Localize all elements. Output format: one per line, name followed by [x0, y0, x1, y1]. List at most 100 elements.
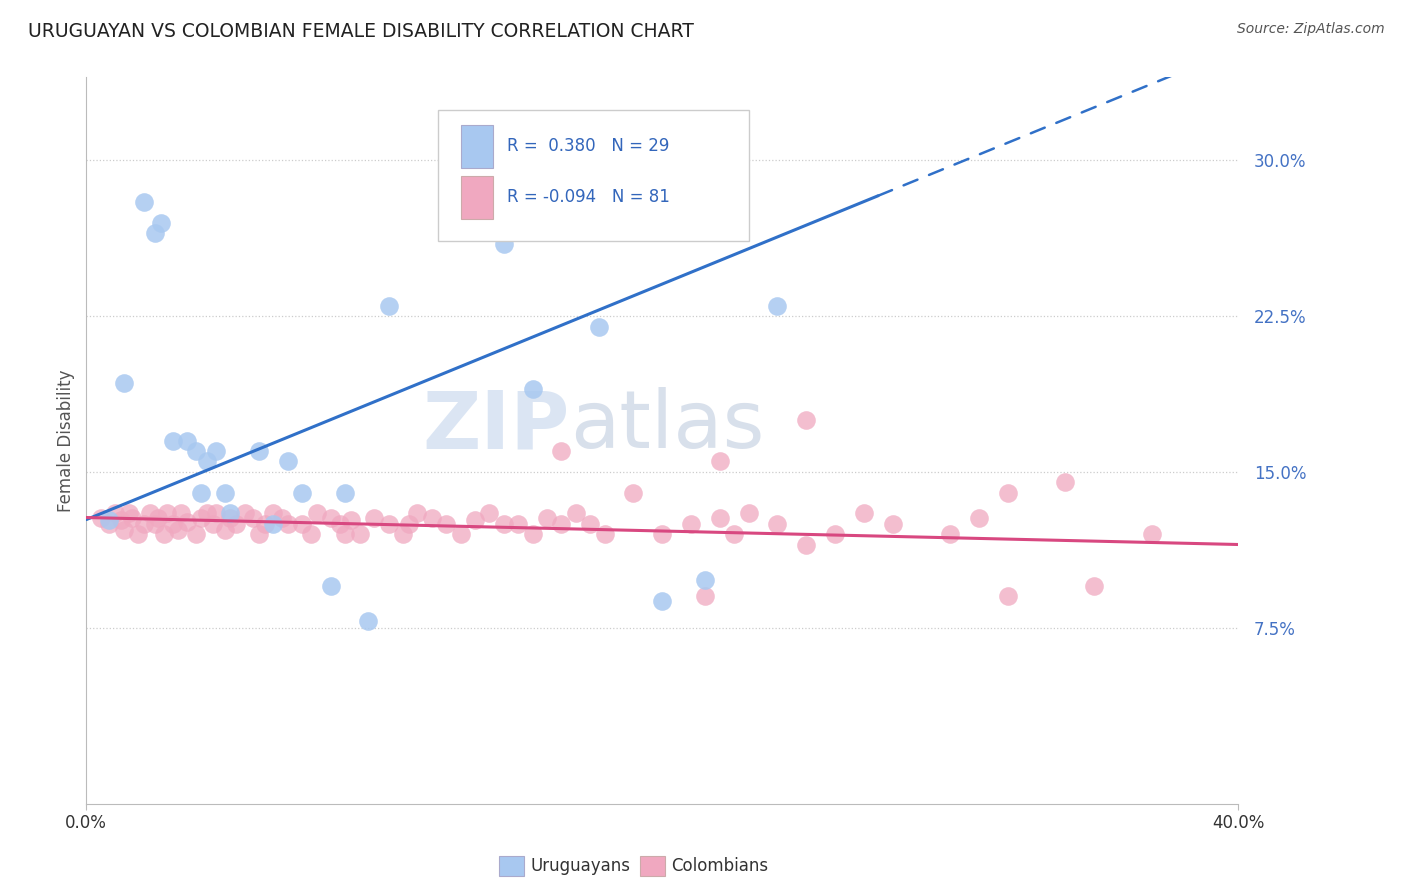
- Point: [219, 510, 242, 524]
- Point: [723, 527, 745, 541]
- Point: [253, 516, 276, 531]
- Point: [406, 507, 429, 521]
- Point: [329, 516, 352, 531]
- Text: URUGUAYAN VS COLOMBIAN FEMALE DISABILITY CORRELATION CHART: URUGUAYAN VS COLOMBIAN FEMALE DISABILITY…: [28, 22, 695, 41]
- Point: [349, 527, 371, 541]
- Point: [205, 444, 228, 458]
- Text: R = -0.094   N = 81: R = -0.094 N = 81: [506, 188, 669, 206]
- Point: [492, 516, 515, 531]
- Point: [522, 382, 544, 396]
- Point: [621, 485, 644, 500]
- Point: [695, 590, 717, 604]
- Point: [262, 507, 284, 521]
- Point: [651, 527, 673, 541]
- Point: [392, 527, 415, 541]
- Point: [377, 299, 399, 313]
- Point: [709, 510, 731, 524]
- Point: [508, 516, 530, 531]
- Text: R =  0.380   N = 29: R = 0.380 N = 29: [506, 137, 669, 155]
- Point: [291, 485, 314, 500]
- Point: [1140, 527, 1163, 541]
- Y-axis label: Female Disability: Female Disability: [58, 369, 75, 512]
- Point: [450, 527, 472, 541]
- Point: [162, 434, 184, 448]
- Point: [363, 510, 385, 524]
- Point: [588, 319, 610, 334]
- Point: [201, 516, 224, 531]
- Point: [138, 507, 160, 521]
- Point: [112, 376, 135, 390]
- Point: [997, 590, 1019, 604]
- Text: ZIP: ZIP: [423, 387, 569, 466]
- Point: [121, 510, 143, 524]
- Text: Source: ZipAtlas.com: Source: ZipAtlas.com: [1237, 22, 1385, 37]
- Point: [90, 510, 112, 524]
- Bar: [461, 125, 494, 169]
- Point: [184, 444, 207, 458]
- Point: [132, 194, 155, 209]
- Point: [132, 516, 155, 531]
- Point: [118, 507, 141, 521]
- Point: [593, 527, 616, 541]
- Text: atlas: atlas: [569, 387, 765, 466]
- Point: [150, 216, 173, 230]
- Point: [536, 510, 558, 524]
- Point: [335, 485, 357, 500]
- Point: [340, 513, 363, 527]
- Point: [127, 527, 149, 541]
- Point: [104, 507, 127, 521]
- Point: [824, 527, 846, 541]
- Point: [737, 507, 759, 521]
- Point: [398, 516, 420, 531]
- Point: [550, 516, 572, 531]
- Point: [145, 516, 167, 531]
- Point: [939, 527, 962, 541]
- Point: [219, 507, 242, 521]
- Point: [176, 434, 198, 448]
- Text: Uruguayans: Uruguayans: [530, 857, 630, 875]
- Point: [319, 579, 342, 593]
- Point: [695, 573, 717, 587]
- Point: [162, 516, 184, 531]
- Point: [522, 527, 544, 541]
- Point: [205, 507, 228, 521]
- Point: [478, 194, 501, 209]
- Point: [852, 507, 875, 521]
- Point: [148, 510, 170, 524]
- Point: [195, 507, 218, 521]
- Point: [190, 510, 212, 524]
- Point: [434, 516, 457, 531]
- Text: Colombians: Colombians: [671, 857, 768, 875]
- Point: [492, 236, 515, 251]
- Point: [794, 537, 817, 551]
- Point: [277, 454, 299, 468]
- Point: [98, 516, 121, 531]
- Point: [247, 527, 270, 541]
- Point: [709, 454, 731, 468]
- Point: [277, 516, 299, 531]
- Point: [550, 444, 572, 458]
- Point: [305, 507, 328, 521]
- Point: [233, 507, 256, 521]
- Point: [242, 510, 264, 524]
- Point: [565, 507, 588, 521]
- Point: [420, 510, 443, 524]
- Point: [190, 485, 212, 500]
- Point: [214, 485, 236, 500]
- Point: [967, 510, 990, 524]
- Point: [153, 527, 176, 541]
- Point: [110, 513, 132, 527]
- Point: [357, 615, 380, 629]
- Point: [997, 485, 1019, 500]
- Point: [766, 516, 789, 531]
- Point: [651, 593, 673, 607]
- Point: [319, 510, 342, 524]
- Point: [335, 527, 357, 541]
- Point: [299, 527, 322, 541]
- Point: [170, 507, 193, 521]
- Point: [579, 516, 602, 531]
- Point: [291, 516, 314, 531]
- Point: [167, 523, 190, 537]
- Point: [184, 527, 207, 541]
- Point: [478, 507, 501, 521]
